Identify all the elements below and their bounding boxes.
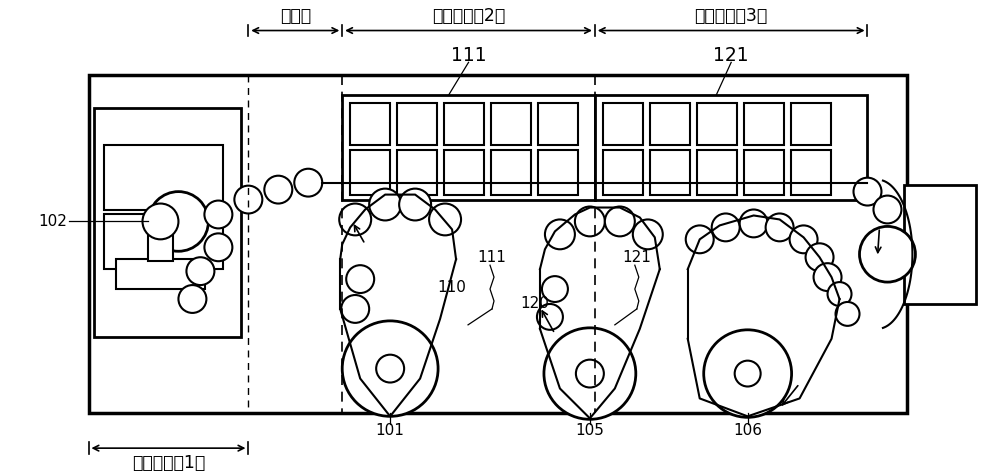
- Circle shape: [605, 207, 635, 237]
- Circle shape: [766, 213, 794, 241]
- Circle shape: [806, 243, 834, 271]
- Text: 121: 121: [713, 46, 749, 65]
- Circle shape: [376, 355, 404, 382]
- Bar: [104, 145, 223, 209]
- Circle shape: [399, 189, 431, 220]
- Circle shape: [814, 263, 842, 291]
- Circle shape: [204, 233, 232, 261]
- Bar: [595, 95, 867, 200]
- Bar: [904, 185, 976, 304]
- Circle shape: [542, 276, 568, 302]
- Bar: [397, 150, 437, 195]
- Bar: [444, 150, 484, 195]
- Text: 111: 111: [451, 46, 486, 65]
- Circle shape: [735, 361, 761, 387]
- Circle shape: [544, 328, 636, 419]
- Text: 106: 106: [733, 423, 762, 438]
- Bar: [491, 150, 531, 195]
- Circle shape: [186, 257, 214, 285]
- Circle shape: [704, 330, 792, 418]
- Circle shape: [346, 265, 374, 293]
- Circle shape: [429, 204, 461, 235]
- Bar: [538, 150, 578, 195]
- Circle shape: [148, 191, 208, 251]
- Circle shape: [790, 226, 818, 253]
- Circle shape: [576, 360, 604, 388]
- Circle shape: [575, 207, 605, 237]
- Circle shape: [860, 227, 915, 282]
- Circle shape: [686, 226, 714, 253]
- Circle shape: [369, 189, 401, 220]
- Bar: [148, 229, 173, 261]
- Circle shape: [294, 169, 322, 197]
- Circle shape: [204, 200, 232, 228]
- Circle shape: [545, 219, 575, 249]
- Text: 涂装工序（1）: 涂装工序（1）: [132, 454, 205, 472]
- Text: 102: 102: [38, 214, 67, 229]
- Bar: [697, 150, 737, 195]
- Bar: [397, 103, 437, 145]
- Bar: [744, 103, 784, 145]
- Circle shape: [828, 282, 852, 306]
- Circle shape: [854, 178, 881, 206]
- Circle shape: [873, 196, 901, 223]
- Text: 交联工序（3）: 交联工序（3）: [695, 7, 768, 25]
- Bar: [538, 103, 578, 145]
- Circle shape: [740, 209, 768, 238]
- Bar: [791, 103, 831, 145]
- Bar: [350, 103, 390, 145]
- Text: 干燥工序（2）: 干燥工序（2）: [432, 7, 505, 25]
- Text: 预干燥: 预干燥: [280, 7, 311, 25]
- Bar: [444, 103, 484, 145]
- Bar: [116, 259, 205, 289]
- Text: 111: 111: [478, 250, 506, 265]
- Text: 120: 120: [521, 296, 549, 312]
- Circle shape: [264, 176, 292, 204]
- Circle shape: [178, 285, 206, 313]
- Circle shape: [341, 295, 369, 323]
- Bar: [603, 103, 643, 145]
- Bar: [650, 150, 690, 195]
- Circle shape: [712, 213, 740, 241]
- Bar: [603, 150, 643, 195]
- Bar: [342, 95, 595, 200]
- Bar: [491, 103, 531, 145]
- Bar: [350, 150, 390, 195]
- Bar: [744, 150, 784, 195]
- Circle shape: [142, 204, 178, 239]
- Text: 121: 121: [622, 250, 651, 265]
- Circle shape: [537, 304, 563, 330]
- Circle shape: [339, 204, 371, 235]
- Circle shape: [633, 219, 663, 249]
- Circle shape: [234, 186, 262, 213]
- Text: 105: 105: [575, 423, 604, 438]
- Bar: [650, 103, 690, 145]
- Circle shape: [836, 302, 860, 326]
- Text: 101: 101: [376, 423, 405, 438]
- Bar: [94, 108, 241, 337]
- Bar: [104, 215, 223, 269]
- Bar: [791, 150, 831, 195]
- Bar: [697, 103, 737, 145]
- Text: 110: 110: [438, 280, 467, 294]
- Circle shape: [342, 321, 438, 416]
- Bar: [89, 75, 907, 413]
